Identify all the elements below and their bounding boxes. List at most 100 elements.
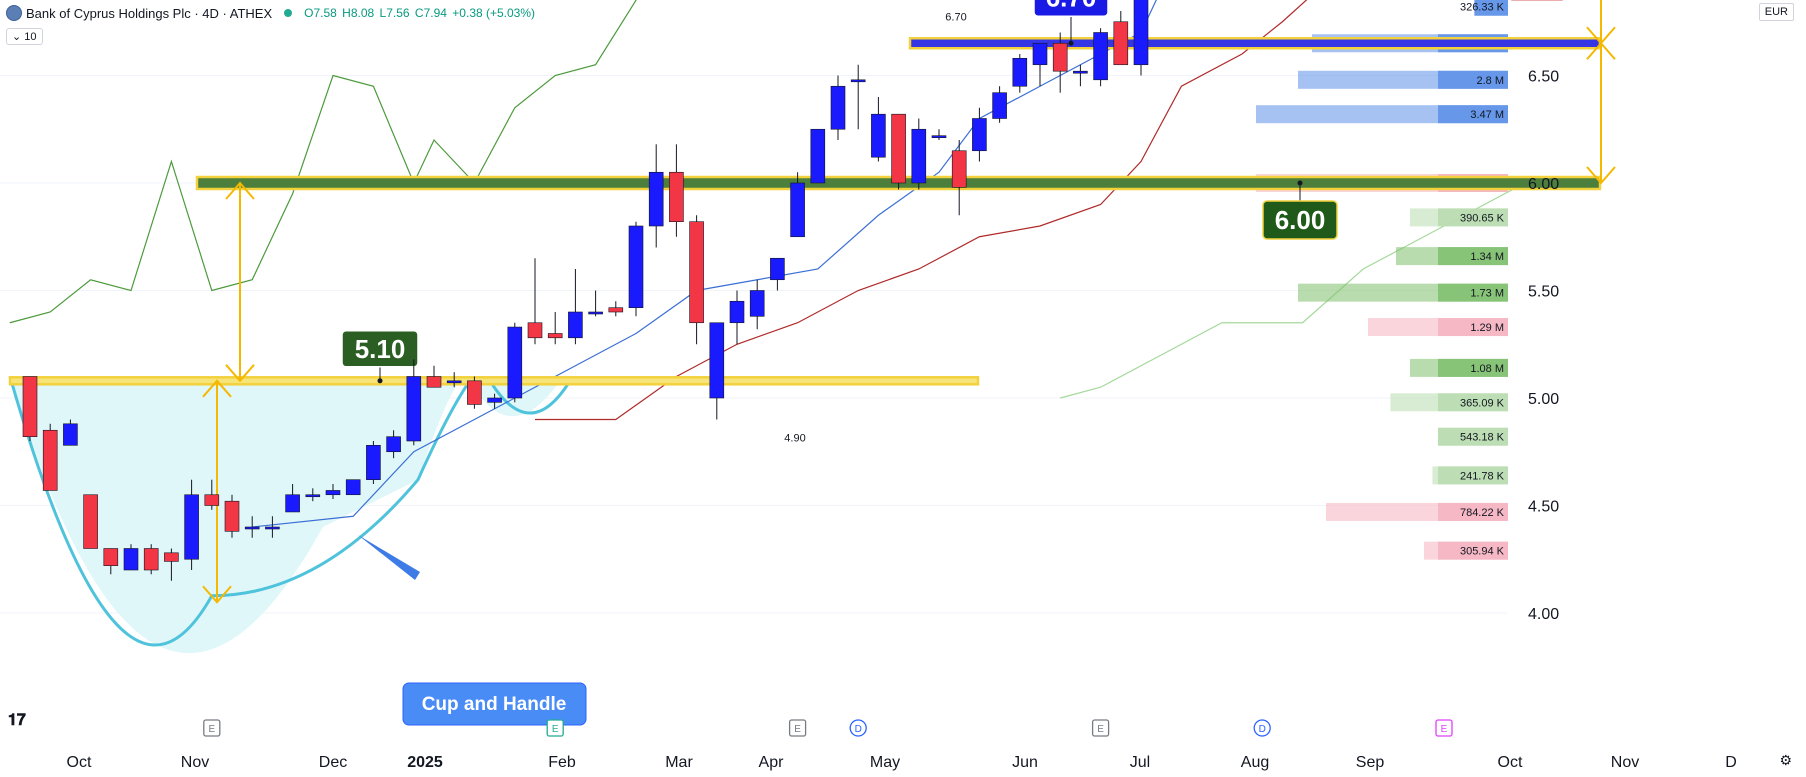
- x-tick-label: Feb: [548, 754, 576, 771]
- candle-body: [204, 494, 220, 506]
- volume-profile-bar-core: [1438, 466, 1508, 485]
- candle-body: [63, 423, 78, 446]
- candle-body: [224, 500, 240, 532]
- candle-body: [1052, 42, 1068, 72]
- earnings-marker-icon: [546, 719, 564, 737]
- volume-profile-bar-core: [1438, 283, 1508, 302]
- event-marker-letter: E: [794, 724, 801, 735]
- candle-body: [244, 526, 260, 530]
- candle-body: [1113, 21, 1129, 66]
- x-tick-label: Mar: [665, 754, 693, 771]
- volume-profile-bar-core: [1438, 358, 1508, 377]
- chevron-down-icon: ⌄: [12, 31, 25, 43]
- candle-body: [951, 150, 967, 188]
- volume-profile-label: 326.33 K: [1460, 2, 1505, 14]
- candle-body: [850, 79, 866, 83]
- candle-body: [325, 490, 341, 496]
- candle-body: [628, 225, 644, 308]
- volume-profile-label: 1.29 M: [1470, 322, 1504, 334]
- event-marker-letter: D: [1259, 724, 1266, 735]
- level-callout-anchor: [1297, 180, 1303, 186]
- candle-body: [305, 494, 321, 498]
- candlesticks: [22, 0, 1149, 581]
- y-tick-label: 5.00: [1528, 391, 1559, 408]
- level-callout-anchor: [1068, 40, 1074, 46]
- candle-body: [709, 322, 725, 399]
- candle-body: [386, 436, 401, 453]
- candle-body: [547, 333, 563, 339]
- candle-body: [487, 397, 502, 403]
- symbol-title[interactable]: Bank of Cyprus Holdings Plc · 4D · ATHEX: [26, 5, 273, 21]
- earnings-marker-icon: [788, 719, 807, 737]
- callout-pointer: [358, 535, 420, 580]
- volume-profile-label: 1.08 M: [1470, 363, 1504, 375]
- cup-and-handle-pattern: [8, 376, 572, 654]
- candle-body: [123, 548, 139, 571]
- candle-body: [648, 171, 664, 227]
- x-tick-label: Aug: [1241, 754, 1269, 771]
- volume-profile-bar-core: [1438, 70, 1508, 89]
- candle-body: [931, 135, 947, 138]
- candle-body: [568, 311, 583, 339]
- event-marker-letter: D: [855, 724, 862, 735]
- level-callout-box: [1262, 200, 1338, 240]
- price-axis: 4.004.505.005.506.006.507.007.508.008.50…: [1528, 69, 1559, 624]
- ma-line-green: [9, 0, 637, 324]
- measure-arrowhead: [1586, 41, 1616, 60]
- candle-body: [467, 380, 482, 405]
- tradingview-logo-icon[interactable]: 𝟏𝟕: [8, 712, 26, 729]
- candle-body: [22, 376, 38, 438]
- event-marker-letter: E: [1097, 724, 1104, 735]
- candle-body: [1133, 0, 1149, 66]
- level-band: [908, 37, 1602, 50]
- level-callout-box: [341, 330, 419, 368]
- ma-line-red: [535, 0, 1308, 421]
- price-annotation-high: 6.70: [945, 12, 966, 24]
- candle-body: [345, 479, 361, 496]
- low-value: L7.56: [379, 6, 410, 20]
- measure-arrowhead: [202, 585, 232, 604]
- indicator-count: 10: [24, 31, 37, 43]
- measure-arrowhead: [1586, 166, 1616, 185]
- candle-body: [608, 307, 624, 313]
- change-value: +0.38 (+5.03%): [452, 6, 536, 20]
- handle-curve: [488, 380, 572, 415]
- candle-body: [143, 548, 159, 571]
- volume-profile-label: 543.18 K: [1460, 432, 1505, 444]
- x-tick-label: Jul: [1130, 754, 1150, 771]
- x-tick-label: Sep: [1356, 754, 1385, 771]
- level-callout-box: [1033, 0, 1109, 17]
- candle-body: [83, 494, 98, 549]
- candle-body: [446, 380, 462, 384]
- candle-body: [1093, 32, 1108, 81]
- x-tick-label: May: [870, 754, 900, 771]
- dividend-marker-icon: [849, 719, 867, 737]
- ohlc-values: O7.58 H8.08 L7.56 C7.94 +0.38 (+5.03%): [304, 6, 537, 20]
- candle-body: [810, 128, 826, 184]
- volume-profile-bar-core: [1438, 427, 1508, 446]
- event-marker-letter: E: [552, 724, 559, 735]
- candle-body: [830, 85, 846, 130]
- x-tick-label: Nov: [1611, 754, 1639, 771]
- candle-body: [164, 552, 179, 562]
- price-annotation-low: 4.90: [784, 433, 805, 445]
- market-status-icon: [284, 9, 293, 17]
- level-band: [8, 376, 980, 386]
- x-tick-label: 2025: [407, 754, 443, 771]
- currency-selector[interactable]: EUR: [1758, 3, 1794, 21]
- cup-curve: [8, 376, 472, 647]
- level-callout-label: 6.00: [1275, 205, 1326, 235]
- volume-profile: 351.15 K1.66 M3.01 M157.31 K123.89 K792.…: [1256, 0, 1508, 560]
- volume-profile-bar-core: [1474, 0, 1508, 16]
- open-value: O7.58: [304, 6, 337, 20]
- measure-arrowhead: [225, 364, 255, 383]
- candle-body: [669, 171, 684, 223]
- volume-profile-label: 241.78 K: [1460, 470, 1505, 482]
- indicator-counter[interactable]: ⌄ 10: [6, 28, 43, 45]
- candle-body: [891, 113, 906, 184]
- candle-body: [265, 526, 280, 530]
- gear-icon[interactable]: ⚙: [1779, 752, 1792, 768]
- cup-handle-callout-box: [402, 682, 587, 726]
